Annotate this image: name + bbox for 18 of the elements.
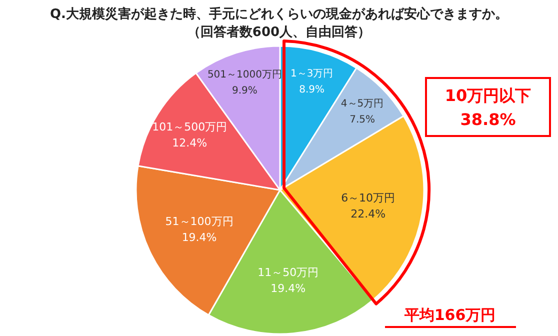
slice-label: 4～5万円: [340, 98, 384, 110]
chart-title: Q.大規模災害が起きた時、手元にどれくらいの現金があれば安心できますか。: [50, 6, 508, 22]
chart-subtitle: （回答者数600人、自由回答）: [187, 25, 371, 40]
data-label: 12.4%: [172, 136, 208, 150]
slice-label: 6～10万円: [341, 192, 396, 205]
slice-label: 51～100万円: [165, 215, 234, 228]
text: 平均166万円: [403, 306, 496, 324]
slice-label: 501～1000万円: [207, 69, 282, 80]
data-label: 19.4%: [270, 282, 306, 295]
data-label: 7.5%: [350, 114, 375, 126]
text: 10万円以下 38.8%: [444, 86, 532, 129]
data-label: 19.4%: [182, 231, 217, 244]
data-label: 22.4%: [350, 208, 386, 221]
slice-label: 101～500万円: [152, 120, 228, 134]
data-label: 8.9%: [299, 84, 325, 96]
slice-label: 1～3万円: [290, 68, 334, 80]
data-label: 9.9%: [232, 85, 258, 96]
slice-label: 11～50万円: [258, 266, 319, 279]
